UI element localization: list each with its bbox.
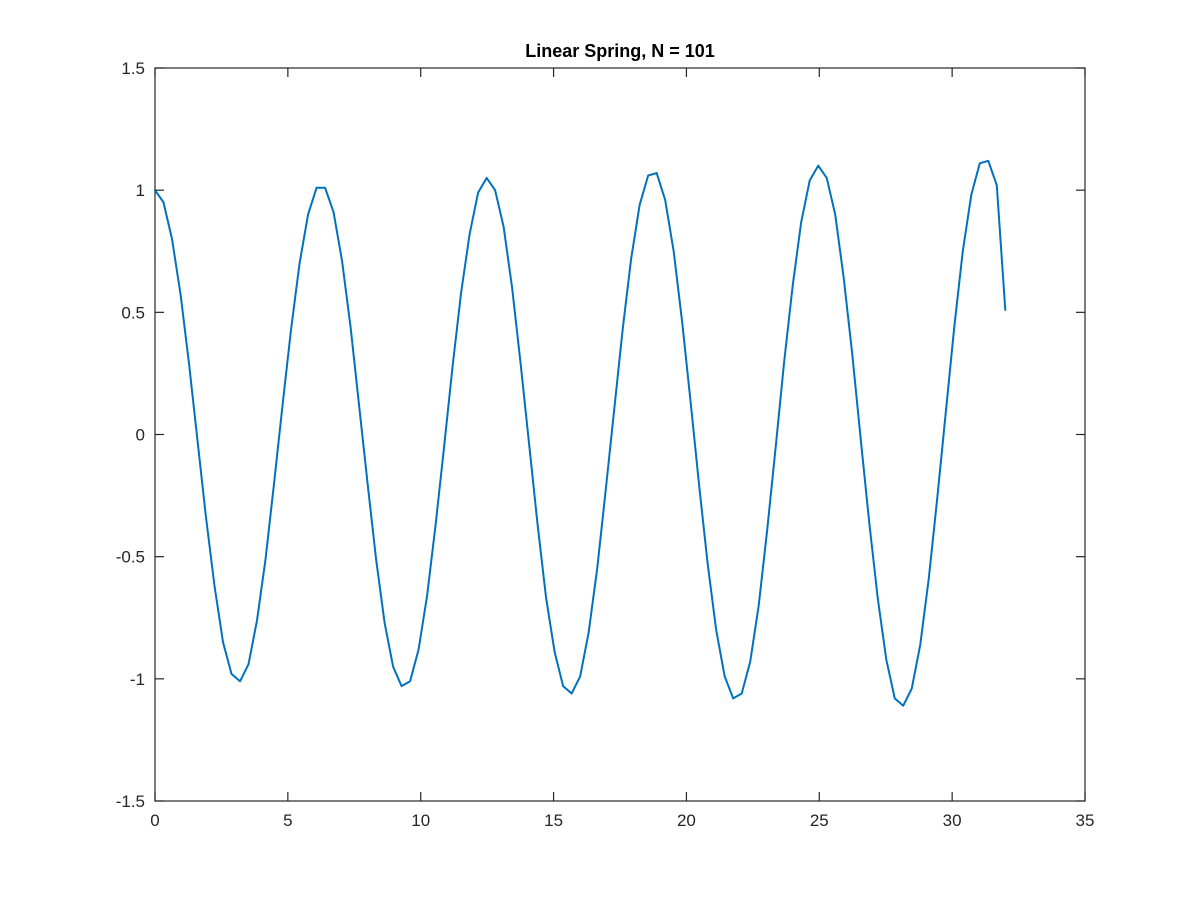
x-tick-label: 35 [1076,811,1095,830]
y-tick-label: -0.5 [116,548,145,567]
x-axis: 0 5 10 15 20 25 30 35 [150,68,1094,830]
x-tick-label: 25 [810,811,829,830]
x-tick-label: 30 [943,811,962,830]
y-axis: -1.5 -1 -0.5 0 0.5 1 1.5 [116,59,1085,811]
x-tick-label: 20 [677,811,696,830]
chart-title: Linear Spring, N = 101 [525,41,715,61]
x-tick-label: 10 [411,811,430,830]
y-tick-label: -1 [130,670,145,689]
y-tick-label: 0 [136,426,145,445]
y-tick-label: -1.5 [116,792,145,811]
y-tick-label: 1 [136,181,145,200]
x-tick-label: 15 [544,811,563,830]
x-tick-label: 0 [150,811,159,830]
x-tick-label: 5 [283,811,292,830]
series-line-0 [154,159,1007,707]
y-tick-label: 1.5 [121,59,145,78]
y-tick-label: 0.5 [121,303,145,322]
